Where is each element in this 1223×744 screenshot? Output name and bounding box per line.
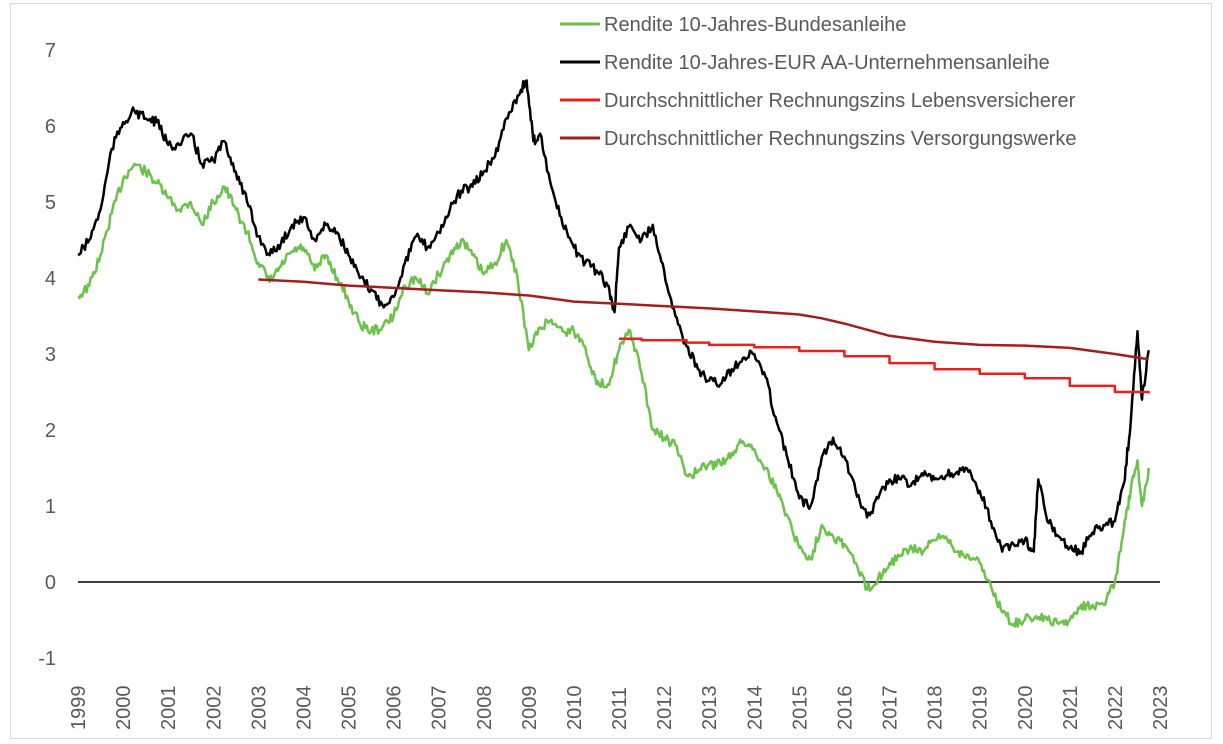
y-tick-label: 6 [45, 116, 56, 138]
legend-label: Durchschnittlicher Rechnungszins Versorg… [604, 128, 1076, 150]
legend: Rendite 10-Jahres-Bundesanleihe Rendite 1… [560, 14, 1076, 150]
x-tick-label: 2018 [925, 686, 947, 731]
x-tick-label: 2000 [113, 686, 135, 731]
x-tick-label: 2012 [654, 686, 676, 731]
x-tick-label: 2011 [609, 687, 631, 730]
y-tick-label: 2 [45, 420, 56, 442]
x-tick-label: 2021 [1060, 686, 1082, 731]
series-line-1 [77, 79, 1150, 557]
legend-label: Durchschnittlicher Rechnungszins Lebensv… [604, 90, 1076, 112]
x-tick-label: 2015 [789, 686, 811, 731]
x-tick-label: 2006 [384, 686, 406, 731]
x-tick-label: 2022 [1105, 686, 1127, 731]
y-tick-label: 5 [45, 192, 56, 214]
x-tick-label: 2010 [564, 686, 586, 731]
x-tick-label: 2014 [744, 686, 766, 731]
x-tick-label: 2007 [429, 686, 451, 731]
legend-label: Rendite 10-Jahres-Bundesanleihe [604, 14, 906, 36]
y-axis-ticks: -1 0 1 2 3 4 5 6 7 [38, 40, 56, 670]
y-tick-label: 1 [45, 496, 56, 518]
x-tick-label: 2023 [1150, 686, 1172, 731]
x-tick-label: 2009 [519, 686, 541, 731]
chart-frame [10, 3, 1212, 739]
series-lines [77, 79, 1150, 628]
series-line-0 [77, 162, 1150, 628]
x-tick-label: 2004 [293, 686, 315, 731]
x-tick-label: 1999 [68, 686, 90, 731]
x-tick-label: 2020 [1015, 686, 1037, 731]
legend-label: Rendite 10-Jahres-EUR AA-Unternehmensanl… [604, 52, 1050, 74]
x-tick-label: 2008 [474, 686, 496, 731]
y-tick-label: 3 [45, 344, 56, 366]
x-tick-label: 2016 [834, 686, 856, 731]
series-line-3 [258, 278, 1149, 361]
x-tick-label: 2003 [248, 686, 270, 731]
series-line-2 [619, 337, 1150, 394]
x-tick-label: 2001 [158, 686, 180, 731]
x-axis-ticks: 1999 2000 2001 2002 2003 2004 2005 2006 2007 2008… [68, 685, 1172, 730]
x-tick-label: 2017 [880, 686, 902, 731]
x-tick-label: 2019 [970, 685, 992, 730]
y-tick-label: 0 [45, 572, 56, 594]
y-tick-label: 7 [45, 40, 56, 62]
y-tick-label: -1 [38, 648, 56, 670]
y-tick-label: 4 [45, 268, 56, 290]
x-tick-label: 2013 [699, 686, 721, 731]
x-tick-label: 2005 [339, 686, 361, 731]
x-tick-label: 2002 [203, 686, 225, 731]
